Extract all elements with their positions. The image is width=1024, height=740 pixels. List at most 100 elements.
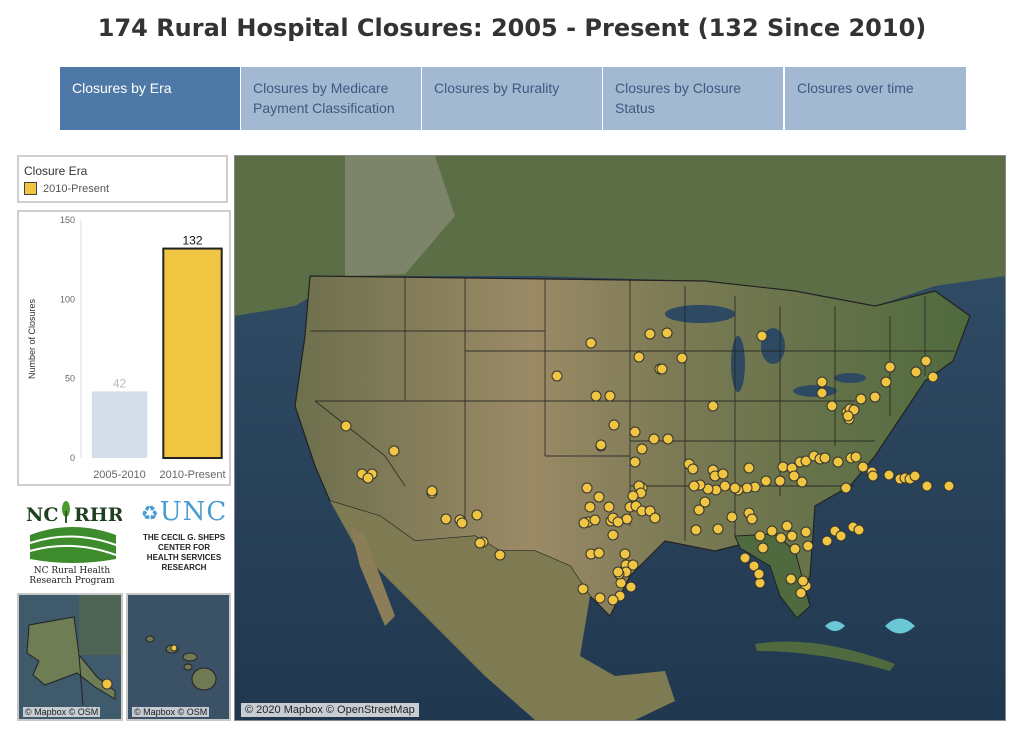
closure-marker[interactable] — [594, 592, 606, 604]
closure-marker[interactable] — [760, 475, 772, 487]
closure-marker[interactable] — [676, 352, 688, 364]
closure-marker[interactable] — [766, 525, 778, 537]
closure-marker[interactable] — [584, 501, 596, 513]
closure-marker[interactable] — [756, 330, 768, 342]
closure-marker[interactable] — [774, 475, 786, 487]
closure-marker[interactable] — [474, 537, 486, 549]
closure-marker[interactable] — [743, 462, 755, 474]
us-closures-map[interactable]: © 2020 Mapbox © OpenStreetMap — [234, 155, 1006, 721]
closure-marker[interactable] — [662, 433, 674, 445]
closure-marker[interactable] — [789, 543, 801, 555]
closure-marker[interactable] — [921, 480, 933, 492]
closure-marker[interactable] — [867, 470, 879, 482]
closure-marker[interactable] — [754, 530, 766, 542]
closure-marker[interactable] — [604, 390, 616, 402]
closure-marker[interactable] — [853, 524, 865, 536]
closure-marker[interactable] — [855, 393, 867, 405]
closure-marker[interactable] — [619, 548, 631, 560]
tab-closures-by-rurality[interactable]: Closures by Rurality — [422, 67, 602, 130]
closure-marker[interactable] — [857, 461, 869, 473]
closure-marker[interactable] — [656, 363, 668, 375]
closure-marker[interactable] — [796, 476, 808, 488]
tab-closures-by-era[interactable]: Closures by Era — [60, 67, 240, 130]
closure-marker[interactable] — [426, 485, 438, 497]
closure-marker[interactable] — [388, 445, 400, 457]
closure-marker[interactable] — [693, 504, 705, 516]
closure-marker[interactable] — [739, 552, 751, 564]
closure-marker[interactable] — [625, 581, 637, 593]
closure-marker[interactable] — [884, 361, 896, 373]
closure-marker[interactable] — [362, 472, 374, 484]
closure-marker[interactable] — [927, 371, 939, 383]
closure-marker[interactable] — [712, 523, 724, 535]
closure-marker[interactable] — [603, 501, 615, 513]
closure-marker[interactable] — [690, 524, 702, 536]
closure-marker[interactable] — [661, 327, 673, 339]
closure-marker[interactable] — [920, 355, 932, 367]
closure-marker[interactable] — [729, 482, 741, 494]
closure-marker[interactable] — [551, 370, 563, 382]
closure-marker[interactable] — [612, 516, 624, 528]
closure-marker[interactable] — [754, 577, 766, 589]
closure-marker[interactable] — [649, 512, 661, 524]
closure-marker[interactable] — [577, 583, 589, 595]
closure-marker[interactable] — [816, 387, 828, 399]
tab-closures-by-status[interactable]: Closures by Closure Status — [603, 67, 783, 130]
closure-marker[interactable] — [850, 451, 862, 463]
closure-marker[interactable] — [719, 480, 731, 492]
closure-marker[interactable] — [781, 520, 793, 532]
closure-marker[interactable] — [593, 547, 605, 559]
closure-marker[interactable] — [595, 439, 607, 451]
closure-marker[interactable] — [687, 463, 699, 475]
legend-item-2010-present[interactable]: 2010-Present — [24, 182, 221, 195]
closure-marker[interactable] — [910, 366, 922, 378]
us-map-canvas[interactable] — [235, 156, 1005, 720]
closure-marker[interactable] — [835, 530, 847, 542]
closure-marker[interactable] — [699, 496, 711, 508]
closure-marker[interactable] — [612, 566, 624, 578]
closure-marker[interactable] — [800, 455, 812, 467]
closure-marker[interactable] — [748, 560, 760, 572]
closure-marker[interactable] — [741, 482, 753, 494]
closure-marker[interactable] — [494, 549, 506, 561]
closure-marker[interactable] — [608, 419, 620, 431]
closure-marker[interactable] — [607, 529, 619, 541]
closure-marker[interactable] — [340, 420, 352, 432]
hawaii-inset-map[interactable]: © Mapbox © OSM — [126, 593, 231, 721]
closure-marker[interactable] — [636, 443, 648, 455]
closure-marker[interactable] — [629, 456, 641, 468]
closure-marker[interactable] — [943, 480, 955, 492]
closure-marker[interactable] — [644, 328, 656, 340]
closure-marker[interactable] — [777, 461, 789, 473]
closure-marker[interactable] — [795, 587, 807, 599]
closure-marker[interactable] — [869, 391, 881, 403]
closure-marker[interactable] — [578, 517, 590, 529]
closure-marker[interactable] — [589, 514, 601, 526]
closure-marker[interactable] — [607, 594, 619, 606]
closure-marker[interactable] — [786, 530, 798, 542]
closure-marker[interactable] — [880, 376, 892, 388]
closure-marker[interactable] — [627, 559, 639, 571]
closure-marker[interactable] — [440, 513, 452, 525]
closure-marker[interactable] — [581, 482, 593, 494]
closure-marker[interactable] — [688, 480, 700, 492]
alaska-inset-map[interactable]: © Mapbox © OSM — [17, 593, 123, 721]
closure-marker[interactable] — [753, 568, 765, 580]
closure-marker[interactable] — [746, 513, 758, 525]
closure-marker[interactable] — [800, 526, 812, 538]
tab-closures-over-time[interactable]: Closures over time — [785, 67, 966, 130]
closure-marker[interactable] — [797, 575, 809, 587]
closure-marker[interactable] — [826, 400, 838, 412]
closure-marker[interactable] — [585, 337, 597, 349]
closure-marker[interactable] — [816, 376, 828, 388]
closure-marker[interactable] — [757, 542, 769, 554]
closure-marker[interactable] — [456, 517, 468, 529]
closure-marker[interactable] — [717, 468, 729, 480]
closure-marker[interactable] — [821, 535, 833, 547]
closure-marker[interactable] — [615, 577, 627, 589]
tab-closures-by-medicare[interactable]: Closures by Medicare Payment Classificat… — [241, 67, 421, 130]
closure-marker[interactable] — [832, 456, 844, 468]
closure-marker[interactable] — [775, 532, 787, 544]
closure-marker[interactable] — [788, 470, 800, 482]
closure-marker[interactable] — [621, 513, 633, 525]
